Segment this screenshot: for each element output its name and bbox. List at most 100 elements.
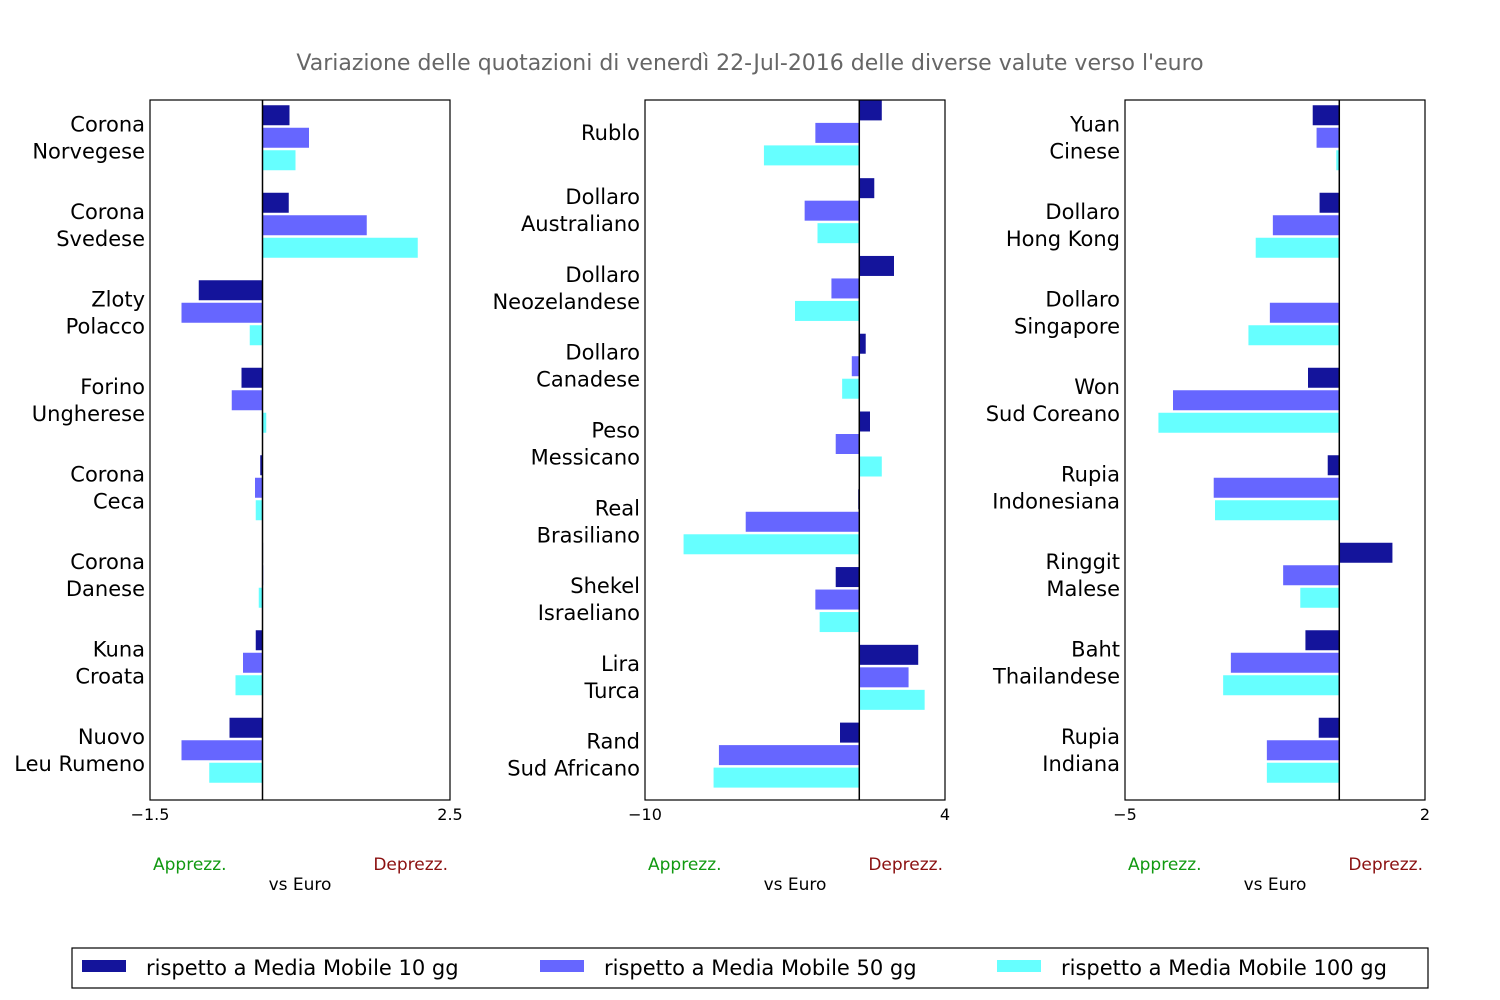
tick-label-min: −5 [1113,805,1137,824]
bar-baht-thailandese-mm10 [1305,630,1340,651]
bar-yuan-cinese-mm50 [1316,127,1340,148]
category-label-line: Peso [591,419,640,443]
tick-label-min: −10 [628,805,662,824]
bar-dollaro-australiano-mm100 [817,223,860,244]
category-label-line: Dollaro [1045,287,1120,311]
category-label: Rublo [581,121,640,145]
category-label: Dollaro Neozelandese [492,263,640,314]
bar-shekel-israeliano-mm100 [819,612,860,633]
bar-won-sud-coreano-mm50 [1173,390,1340,411]
category-label-line: Thailandese [992,664,1120,688]
panel-frame [1124,99,1426,801]
x-axis-label: vs Euro [764,875,827,895]
deprezz-label: Deprezz. [868,855,943,875]
bar-dollaro-hong-kong-mm100 [1255,237,1340,258]
category-label: Yuan Cinese [1049,112,1120,163]
category-label: Dollaro Canadese [536,341,640,392]
category-label-line: Australiano [521,212,640,236]
category-label-line: Yuan [1069,112,1120,136]
category-label: Won Sud Coreano [986,375,1120,426]
category-label-line: Corona [70,112,145,136]
category-label-line: Corona [70,550,145,574]
bar-shekel-israeliano-mm50 [815,589,860,610]
category-label-line: Turca [583,679,640,703]
category-label: Corona Ceca [70,462,145,513]
bar-dollaro-neozelandese-mm100 [795,300,860,321]
bar-nuovo-leu-rumeno-mm10 [229,717,263,738]
bar-corona-svedese-mm10 [262,192,289,213]
category-label: Rand Sud Africano [507,730,640,781]
category-label-line: Baht [1071,637,1120,661]
category-label: Rupia Indiana [1042,725,1120,776]
category-label-line: Cinese [1049,139,1120,163]
legend-entry-mm50: rispetto a Media Mobile 50 gg [540,956,917,980]
category-label: Corona Danese [66,550,145,601]
apprezz-label: Apprezz. [648,855,722,875]
bar-corona-ceca-mm100 [255,500,263,521]
category-label-line: Rupia [1061,725,1120,749]
panel-frame [149,99,451,801]
bar-lira-turca-mm50 [859,667,909,688]
category-label-line: Dollaro [565,263,640,287]
bar-peso-messicano-mm100 [859,456,882,477]
bar-corona-danese-mm100 [258,587,263,608]
bar-dollaro-neozelandese-mm50 [831,278,860,299]
bar-corona-svedese-mm50 [262,215,367,236]
bar-lira-turca-mm10 [859,644,919,665]
bar-zloty-polacco-mm50 [181,302,263,323]
category-label-line: Sud Coreano [986,402,1120,426]
category-label-line: Indonesiana [992,489,1120,513]
panel-3: Yuan Cinese Dollaro Hong Kong Dollaro Singapo… [986,99,1430,895]
category-label-line: Nuovo [78,725,145,749]
legend-frame [71,947,1429,989]
category-label: Baht Thailandese [992,637,1120,688]
bar-rand-sud-africano-mm50 [718,745,860,766]
bar-kuna-croata-mm100 [235,675,263,696]
bar-baht-thailandese-mm50 [1230,652,1340,673]
category-label-line: Indiana [1042,752,1120,776]
bar-rublo-mm10 [859,100,882,121]
bar-ringgit-malese-mm100 [1300,587,1340,608]
bar-rublo-mm100 [763,145,860,166]
tick-label-max: 4 [940,805,950,824]
category-label: Ringgit Malese [1046,550,1120,601]
category-label-line: Ringgit [1046,550,1120,574]
chart-title: Variazione delle quotazioni di venerdì 2… [296,51,1203,76]
category-label-line: Dollaro [565,185,640,209]
bar-lira-turca-mm100 [859,689,925,710]
category-label: Corona Svedese [56,200,145,251]
bar-baht-thailandese-mm100 [1223,675,1340,696]
bar-corona-norvegese-mm10 [262,105,290,126]
bar-dollaro-canadese-mm100 [842,378,860,399]
legend-swatch [540,960,584,972]
bar-dollaro-neozelandese-mm10 [859,255,894,276]
panel-2: Rublo Dollaro Australiano Dollaro Neozelande… [492,99,950,895]
category-label-line: Malese [1046,577,1120,601]
bar-rupia-indiana-mm10 [1318,717,1340,738]
bar-rupia-indiana-mm50 [1266,740,1340,761]
category-label-line: Svedese [56,227,145,251]
category-label-line: Shekel [570,574,640,598]
tick-label-min: −1.5 [131,805,170,824]
bar-yuan-cinese-mm100 [1336,150,1340,171]
bar-dollaro-hong-kong-mm50 [1272,215,1340,236]
category-label: Forino Ungherese [32,375,145,426]
bar-dollaro-canadese-mm10 [859,333,866,354]
category-label-line: Real [595,496,640,520]
bar-rupia-indiana-mm100 [1266,762,1340,783]
category-label: Zloty Polacco [66,287,145,338]
bar-corona-norvegese-mm100 [262,150,296,171]
bar-dollaro-singapore-mm50 [1269,302,1340,323]
bar-rand-sud-africano-mm10 [840,722,860,743]
bar-won-sud-coreano-mm100 [1158,412,1340,433]
category-label: Peso Messicano [531,419,640,470]
category-label-line: Lira [601,652,640,676]
category-label-line: Forino [80,375,145,399]
panel-frame [644,99,946,801]
legend-label: rispetto a Media Mobile 10 gg [146,956,459,980]
category-label-line: Sud Africano [507,757,640,781]
category-label-line: Messicano [531,446,640,470]
bar-shekel-israeliano-mm10 [835,567,860,588]
category-label-line: Brasiliano [537,523,640,547]
category-label-line: Dollaro [565,341,640,365]
